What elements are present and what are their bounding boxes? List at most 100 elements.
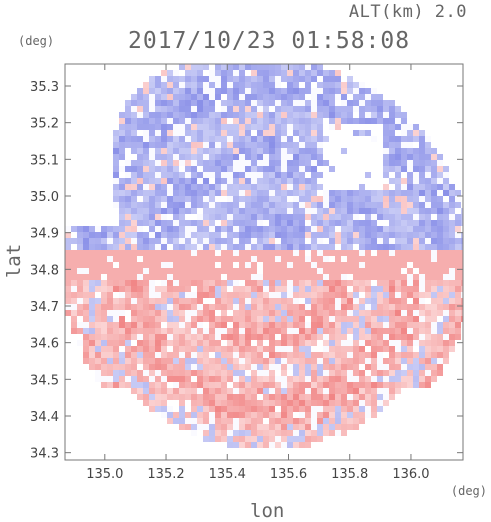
field-cell xyxy=(317,202,323,208)
field-cell xyxy=(401,256,407,262)
field-cell xyxy=(395,286,401,292)
field-cell xyxy=(233,442,239,448)
field-cell xyxy=(203,202,209,208)
field-cell xyxy=(443,346,449,352)
field-cell xyxy=(119,226,125,232)
field-cell xyxy=(323,100,329,106)
field-cell xyxy=(125,382,131,388)
field-cell xyxy=(251,400,257,406)
field-cell xyxy=(281,232,287,238)
y-tick-label: 35.1 xyxy=(30,153,59,168)
field-cell xyxy=(263,316,269,322)
field-cell xyxy=(263,238,269,244)
field-cell xyxy=(395,244,401,250)
field-cell xyxy=(101,268,107,274)
field-cell xyxy=(389,238,395,244)
field-cell xyxy=(251,304,257,310)
field-cell xyxy=(377,322,383,328)
field-cell xyxy=(365,256,371,262)
field-cell xyxy=(335,424,341,430)
field-cell xyxy=(455,280,461,286)
field-cell xyxy=(143,388,149,394)
field-cell xyxy=(299,358,305,364)
x-tick: 135.4 xyxy=(209,64,246,482)
field-cell xyxy=(149,154,155,160)
field-cell xyxy=(185,238,191,244)
field-cell xyxy=(359,130,365,136)
field-cell xyxy=(143,184,149,190)
field-cell xyxy=(149,250,155,256)
field-cell xyxy=(215,190,221,196)
field-cell xyxy=(197,82,203,88)
field-cell xyxy=(251,376,257,382)
field-cell xyxy=(353,214,359,220)
field-cell xyxy=(413,154,419,160)
field-cell xyxy=(455,328,461,334)
field-cell xyxy=(233,202,239,208)
field-cell xyxy=(119,136,125,142)
field-cell xyxy=(329,238,335,244)
field-cell xyxy=(311,418,317,424)
field-cell xyxy=(281,136,287,142)
field-cell xyxy=(185,340,191,346)
field-cell xyxy=(131,94,137,100)
field-cell xyxy=(245,280,251,286)
field-cell xyxy=(269,82,275,88)
y-tick: 35.0 xyxy=(30,190,463,205)
field-cell xyxy=(209,190,215,196)
field-cell xyxy=(239,100,245,106)
field-cell xyxy=(209,430,215,436)
field-cell xyxy=(131,274,137,280)
field-cell xyxy=(179,262,185,268)
field-cell xyxy=(329,190,335,196)
field-cell xyxy=(431,226,437,232)
field-cell xyxy=(155,268,161,274)
field-cell xyxy=(143,148,149,154)
field-cell xyxy=(359,304,365,310)
field-cell xyxy=(329,346,335,352)
field-cell xyxy=(353,298,359,304)
field-cell xyxy=(209,244,215,250)
field-cell xyxy=(401,154,407,160)
field-cell xyxy=(353,130,359,136)
field-cell xyxy=(365,274,371,280)
field-cell xyxy=(215,94,221,100)
field-cell xyxy=(353,292,359,298)
field-cell xyxy=(221,172,227,178)
field-cell xyxy=(287,316,293,322)
y-tick: 34.4 xyxy=(30,410,463,425)
field-cell xyxy=(329,280,335,286)
field-cell xyxy=(329,382,335,388)
field-cell xyxy=(71,304,77,310)
field-cell xyxy=(137,352,143,358)
field-cell xyxy=(119,364,125,370)
field-cell xyxy=(125,166,131,172)
field-cell xyxy=(179,214,185,220)
field-cell xyxy=(389,394,395,400)
field-cell xyxy=(257,76,263,82)
field-cell xyxy=(131,352,137,358)
field-cell xyxy=(419,244,425,250)
field-cell xyxy=(419,280,425,286)
field-cell xyxy=(245,220,251,226)
field-cell xyxy=(407,382,413,388)
field-cell xyxy=(239,364,245,370)
field-cell xyxy=(107,262,113,268)
field-cell xyxy=(155,118,161,124)
x-tick-label: 135.0 xyxy=(86,467,123,482)
field-cell xyxy=(89,226,95,232)
field-cell xyxy=(245,358,251,364)
field-cell xyxy=(173,142,179,148)
field-cell xyxy=(359,286,365,292)
field-cell xyxy=(299,256,305,262)
field-cell xyxy=(419,334,425,340)
field-cell xyxy=(347,424,353,430)
field-cell xyxy=(167,184,173,190)
field-cell xyxy=(287,226,293,232)
field-cell xyxy=(317,256,323,262)
field-cell xyxy=(449,238,455,244)
field-cell xyxy=(101,346,107,352)
field-cell xyxy=(143,208,149,214)
field-cell xyxy=(389,346,395,352)
field-cell xyxy=(335,388,341,394)
